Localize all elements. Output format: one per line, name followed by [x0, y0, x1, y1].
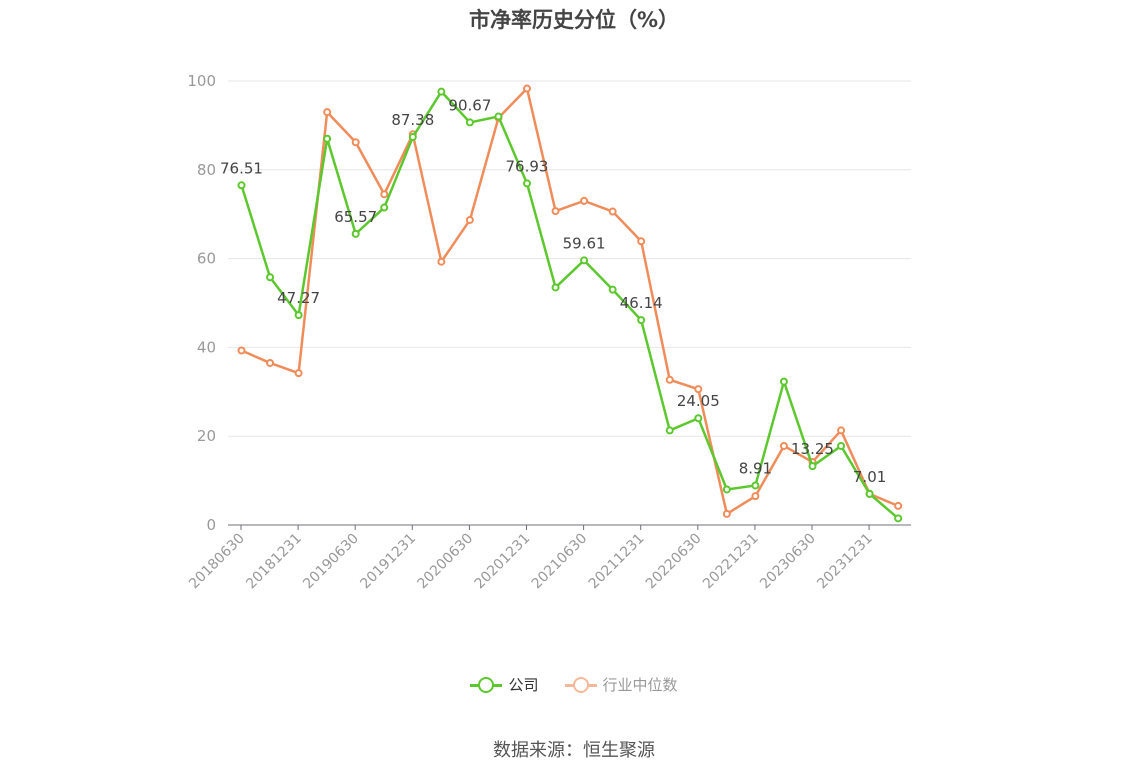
data-label: 76.51 [220, 159, 263, 177]
data-label: 65.57 [334, 208, 377, 226]
data-label: 59.61 [563, 234, 606, 252]
legend-swatch-industry [564, 675, 597, 695]
y-tick-label: 0 [206, 516, 216, 534]
data-label: 90.67 [448, 96, 491, 114]
data-point-company [237, 181, 246, 190]
data-point-company [694, 414, 703, 423]
data-point-company [266, 273, 275, 282]
y-tick-label: 100 [187, 72, 216, 90]
data-point-company [837, 441, 846, 450]
data-point-industry [294, 369, 303, 378]
x-tick-label: 20211231 [586, 531, 648, 593]
x-tick-label: 20231231 [814, 531, 876, 593]
y-tick-label: 40 [197, 338, 216, 356]
x-tick-label: 20201231 [472, 531, 534, 593]
data-label: 8.91 [739, 459, 772, 477]
data-point-company [523, 179, 531, 188]
data-point-company [865, 489, 874, 498]
data-point-company [408, 133, 417, 142]
data-point-company [779, 377, 788, 386]
data-point-company [608, 285, 617, 294]
data-point-industry [237, 346, 246, 355]
legend-label-company: 公司 [508, 676, 539, 694]
data-point-company [637, 316, 646, 325]
data-point-industry [580, 196, 589, 205]
data-point-industry [779, 441, 788, 450]
data-label: 76.93 [506, 157, 549, 175]
data-label: 46.14 [620, 294, 663, 312]
data-point-company [551, 283, 560, 292]
line-chart: 0 20 40 60 80 100 2018063020181231201906302019… [186, 72, 911, 593]
data-point-company [323, 134, 332, 143]
data-label: 24.05 [677, 392, 720, 410]
x-tick-label: 20191231 [357, 531, 419, 593]
data-point-industry [665, 375, 674, 384]
data-point-industry [351, 138, 360, 147]
data-point-company [465, 118, 474, 127]
data-point-industry [894, 501, 903, 510]
x-tick-label: 20210630 [529, 531, 591, 593]
series-line-industry [241, 87, 899, 516]
x-tick-label: 20200630 [415, 531, 477, 593]
data-point-industry [551, 207, 560, 216]
legend-item-company[interactable]: 公司 [470, 674, 539, 695]
data-point-industry [608, 207, 617, 216]
y-tick-label: 80 [197, 161, 216, 179]
data-point-industry [437, 257, 446, 266]
data-point-industry [837, 426, 846, 435]
data-label: 47.27 [277, 289, 320, 307]
legend-label-industry: 行业中位数 [602, 676, 678, 694]
chart-legend: 公司 行业中位数 [0, 674, 1148, 695]
data-point-company [751, 481, 760, 490]
data-point-company [437, 87, 446, 96]
x-tick-label: 20180630 [186, 531, 248, 593]
data-point-industry [323, 108, 332, 117]
data-point-industry [523, 84, 531, 93]
legend-swatch-company [470, 675, 503, 695]
data-point-industry [694, 385, 703, 394]
data-point-company [294, 311, 303, 320]
data-source-note: 数据来源：恒生聚源 [493, 740, 655, 761]
series-line-company [240, 90, 899, 520]
x-tick-label: 20190630 [300, 531, 362, 593]
data-point-industry [380, 190, 389, 199]
chart-title: 市净率历史分位（%） [468, 8, 680, 32]
data-point-company [494, 112, 503, 121]
data-point-company [380, 203, 389, 212]
data-point-company [580, 256, 589, 265]
data-point-industry [751, 492, 760, 501]
x-tick-label: 20220630 [643, 531, 705, 593]
x-tick-label: 20181231 [243, 531, 305, 593]
x-tick-label: 20230630 [757, 531, 819, 593]
legend-item-industry[interactable]: 行业中位数 [564, 674, 678, 695]
y-tick-label: 20 [197, 427, 216, 445]
data-point-industry [266, 358, 275, 367]
data-point-company [722, 485, 731, 494]
data-point-industry [637, 237, 646, 246]
x-tick-label: 20221231 [700, 531, 762, 593]
data-point-industry [465, 215, 474, 224]
data-point-company [351, 229, 360, 238]
data-point-company [894, 514, 903, 523]
data-point-company [808, 462, 817, 471]
y-tick-label: 60 [197, 250, 216, 268]
data-point-company [665, 426, 674, 435]
data-label: 87.38 [391, 111, 434, 129]
data-point-industry [722, 509, 731, 518]
data-label: 13.25 [791, 440, 834, 458]
data-label: 7.01 [853, 468, 886, 486]
